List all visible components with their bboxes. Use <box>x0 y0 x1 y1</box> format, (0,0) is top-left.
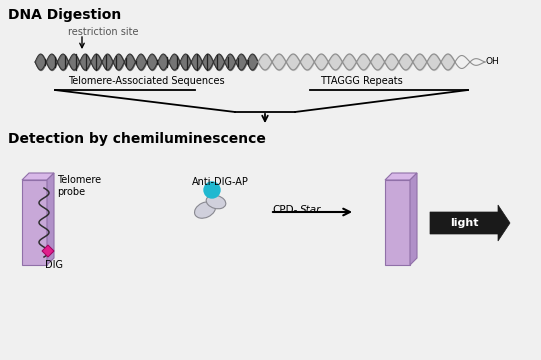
Ellipse shape <box>195 202 215 218</box>
Text: Detection by chemiluminescence: Detection by chemiluminescence <box>8 132 266 146</box>
Polygon shape <box>47 173 54 265</box>
Ellipse shape <box>206 195 226 209</box>
Text: OH: OH <box>486 57 500 66</box>
Polygon shape <box>385 173 417 180</box>
Text: restriction site: restriction site <box>68 27 138 37</box>
Text: light: light <box>450 218 478 228</box>
Text: Star: Star <box>300 205 321 215</box>
Polygon shape <box>42 245 54 257</box>
Text: TTAGGG Repeats: TTAGGG Repeats <box>320 76 403 86</box>
Polygon shape <box>430 205 510 241</box>
Text: DNA Digestion: DNA Digestion <box>8 8 121 22</box>
Polygon shape <box>410 173 417 265</box>
Text: Anti-DIG-AP: Anti-DIG-AP <box>192 177 249 187</box>
Text: Telomere
probe: Telomere probe <box>57 175 101 197</box>
Circle shape <box>204 182 220 198</box>
Polygon shape <box>22 173 54 180</box>
FancyBboxPatch shape <box>385 180 410 265</box>
FancyBboxPatch shape <box>22 180 47 265</box>
Text: Telomere-Associated Sequences: Telomere-Associated Sequences <box>68 76 225 86</box>
Text: DIG: DIG <box>45 260 63 270</box>
Text: CPD-: CPD- <box>272 205 298 215</box>
